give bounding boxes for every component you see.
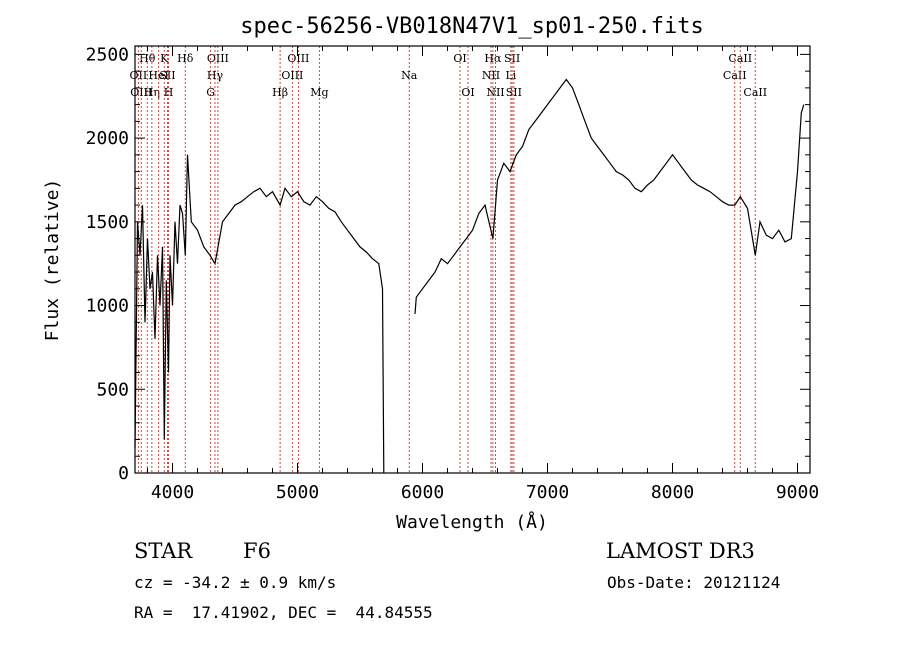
spectral-line-label: OIII bbox=[281, 69, 303, 82]
spectral-line-label: K bbox=[160, 52, 169, 65]
y-tick-label: 500 bbox=[96, 379, 129, 400]
spectral-line-label: G bbox=[206, 86, 215, 99]
spectral-line-label: CaII bbox=[728, 52, 752, 65]
spectral-line-label: SII bbox=[159, 69, 175, 82]
y-tick-label: 2500 bbox=[86, 44, 129, 65]
x-tick-label: 9000 bbox=[776, 482, 819, 503]
spectral-line-label: OI bbox=[461, 86, 474, 99]
survey-name: LAMOST DR3 bbox=[606, 539, 755, 563]
spectral-line-label: HeI bbox=[148, 69, 168, 82]
spectral-line-label: CaII bbox=[723, 69, 747, 82]
x-tick-label: 4000 bbox=[151, 482, 194, 503]
spectral-line-label: Na bbox=[401, 69, 418, 82]
object-class: STAR bbox=[134, 539, 193, 563]
x-axis-ticks: 4000 5000 6000 7000 8000 9000 bbox=[147, 46, 819, 503]
y-tick-label: 2000 bbox=[86, 128, 129, 149]
y-axis-label: Flux (relative) bbox=[42, 179, 63, 342]
x-tick-label: 8000 bbox=[651, 482, 694, 503]
x-tick-label: 6000 bbox=[401, 482, 444, 503]
observation-date: Obs-Date: 20121124 bbox=[607, 573, 781, 592]
spectral-line-label: Mg bbox=[310, 86, 328, 99]
spectral-line-label: Hγ bbox=[207, 69, 224, 82]
x-tick-label: 7000 bbox=[526, 482, 569, 503]
spectral-line-label: Hβ bbox=[272, 86, 288, 99]
x-axis-label: Wavelength (Å) bbox=[396, 511, 548, 533]
y-tick-label: 0 bbox=[118, 463, 129, 484]
spectral-line-label: Li bbox=[505, 69, 516, 82]
y-axis-ticks: 0 500 1000 1500 2000 2500 bbox=[86, 44, 810, 484]
spectral-line-label: NII bbox=[486, 86, 504, 99]
spectral-line-label: OIII bbox=[287, 52, 309, 65]
redshift-info: cz = -34.2 ± 0.9 km/s bbox=[134, 573, 337, 592]
spectral-line-label: Hη bbox=[144, 86, 160, 99]
spectral-line-label: OII bbox=[130, 69, 148, 82]
spectral-line-label: H bbox=[164, 86, 174, 99]
x-tick-label: 5000 bbox=[276, 482, 319, 503]
spectral-line-label: OIII bbox=[207, 52, 229, 65]
object-subclass: F6 bbox=[243, 539, 271, 563]
spectral-line-label: SII bbox=[506, 86, 522, 99]
spectral-line-label: Hα bbox=[484, 52, 502, 65]
spectral-line-label: NII bbox=[482, 69, 500, 82]
spectrum-series-line bbox=[134, 78, 805, 474]
chart-title: spec-56256-VB018N47V1_sp01-250.fits bbox=[240, 14, 704, 39]
plot-frame bbox=[134, 45, 811, 474]
y-tick-label: 1000 bbox=[86, 296, 129, 317]
spectral-line-label: CaII bbox=[743, 86, 767, 99]
coordinates: RA = 17.41902, DEC = 44.84555 bbox=[134, 603, 433, 622]
spectral-line-label: Hδ bbox=[177, 52, 194, 65]
spectral-line-label: SII bbox=[504, 52, 520, 65]
spectral-line-label: OIII bbox=[130, 86, 152, 99]
y-tick-label: 1500 bbox=[86, 212, 129, 233]
spectral-line-label: OI bbox=[453, 52, 466, 65]
